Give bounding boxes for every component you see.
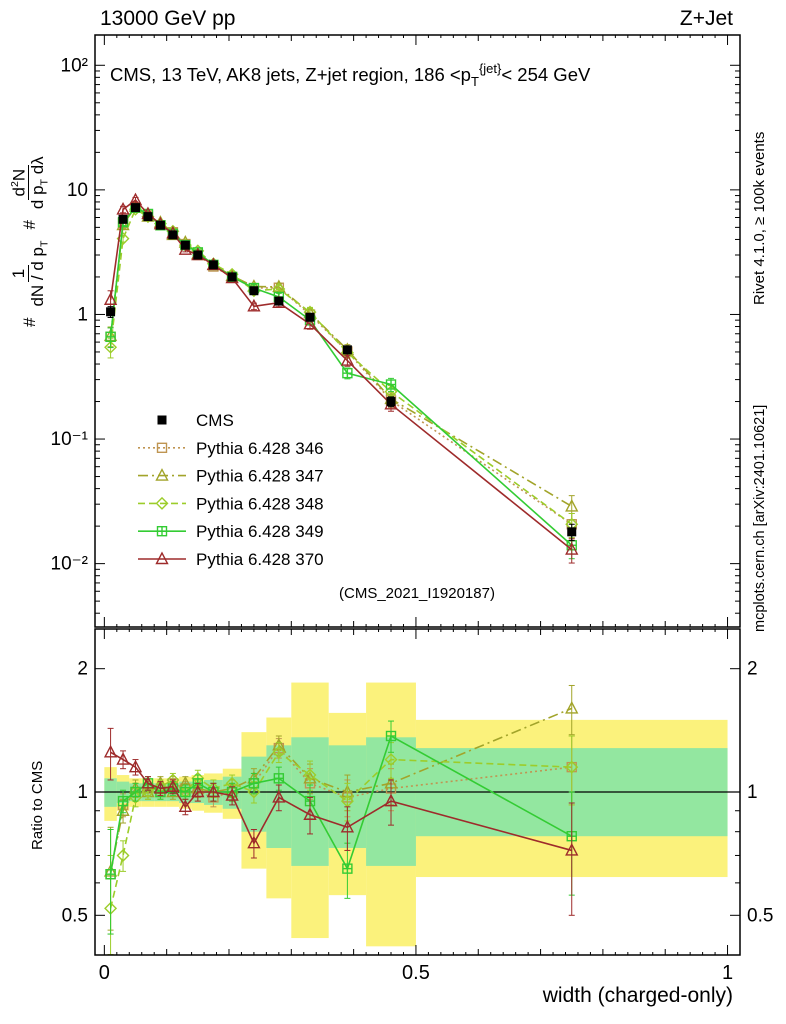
svg-text:1: 1 xyxy=(77,304,88,325)
svg-text:Pythia 6.428 349: Pythia 6.428 349 xyxy=(196,522,324,541)
main-y-axis-label: # 1 dN / d pT # d2N d pT dλ xyxy=(8,17,52,327)
header-left-label: 13000 GeV pp xyxy=(100,7,235,30)
svg-text:10: 10 xyxy=(67,180,88,201)
ylabel-hash-1: # xyxy=(20,317,39,327)
ratio-y-axis-label: Ratio to CMS xyxy=(29,761,46,850)
svg-text:1: 1 xyxy=(722,962,733,984)
svg-text:Pythia 6.428 347: Pythia 6.428 347 xyxy=(196,467,324,486)
ratio-uncertainty-bands xyxy=(104,682,728,947)
ylabel-hash-2: # xyxy=(20,220,39,230)
svg-text:2: 2 xyxy=(77,659,88,680)
svg-text:0.5: 0.5 xyxy=(747,905,773,926)
svg-text:1: 1 xyxy=(77,782,88,803)
axis-tick-labels: 10² 10 1 10⁻¹ 10⁻² 2 2 1 1 0.5 0.5 0 0.5 1 xyxy=(51,55,774,984)
svg-text:0.5: 0.5 xyxy=(402,962,430,984)
ylabel-fraction-1: 1 dN / d pT xyxy=(8,240,51,307)
svg-text:Pythia 6.428 370: Pythia 6.428 370 xyxy=(196,550,324,569)
svg-text:10²: 10² xyxy=(61,55,88,76)
legend: CMS Pythia 6.428 346 Pythia 6.428 347 Pythi… xyxy=(138,411,324,569)
header-right-label: Z+Jet xyxy=(680,7,733,30)
rivet-version-note: Rivet 4.1.0, ≥ 100k events xyxy=(751,132,768,305)
axis-ticks xyxy=(95,35,740,956)
svg-text:0: 0 xyxy=(99,962,110,984)
watermark-label: (CMS_2021_I1920187) xyxy=(339,585,495,602)
main-panel-frame xyxy=(94,34,741,628)
chart-generated: 10² 10 1 10⁻¹ 10⁻² 2 2 1 1 0.5 0.5 0 0.5 1 CMS Pythia 6… xyxy=(51,34,774,984)
mcplots-note: mcplots.cern.ch [arXiv:2401.10621] xyxy=(752,405,768,632)
x-axis-title: width (charged-only) xyxy=(542,984,733,1007)
svg-text:1: 1 xyxy=(747,782,758,803)
series-cms-data xyxy=(106,203,577,542)
svg-text:Pythia 6.428 348: Pythia 6.428 348 xyxy=(196,494,324,513)
ylabel-fraction-2: d2N d pT dλ xyxy=(8,156,51,210)
svg-text:10⁻¹: 10⁻¹ xyxy=(51,429,89,450)
svg-text:CMS: CMS xyxy=(196,411,234,430)
svg-text:Pythia 6.428 346: Pythia 6.428 346 xyxy=(196,439,324,458)
ratio-panel-frame xyxy=(94,628,741,956)
svg-text:2: 2 xyxy=(747,659,758,680)
panel-title: CMS, 13 TeV, AK8 jets, Z+jet region, 186… xyxy=(110,61,591,89)
svg-text:10⁻²: 10⁻² xyxy=(51,554,89,575)
svg-text:0.5: 0.5 xyxy=(62,905,88,926)
